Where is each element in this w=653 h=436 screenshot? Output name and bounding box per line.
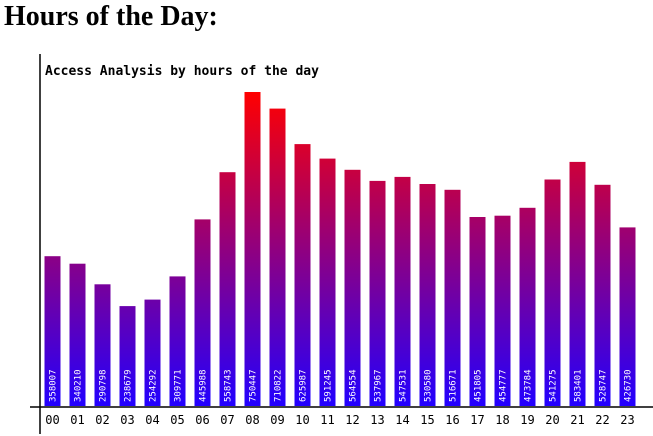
x-tick-label-05: 05 [170, 413, 184, 427]
bar-hour-18 [494, 215, 511, 406]
bar-value-label-11: 591245 [324, 369, 334, 402]
bar-hour-10 [294, 144, 311, 406]
x-tick-label-11: 11 [320, 413, 334, 427]
chart-area: Access Analysis by hours of the day 3580… [0, 46, 653, 436]
x-tick-label-23: 23 [620, 413, 634, 427]
x-tick-label-10: 10 [295, 413, 309, 427]
bar-hour-11 [319, 158, 336, 406]
bar-value-label-14: 547531 [399, 369, 409, 402]
bar-hour-13 [369, 180, 386, 406]
x-tick-label-03: 03 [120, 413, 134, 427]
bar-value-label-15: 530580 [424, 369, 434, 402]
x-tick-label-21: 21 [570, 413, 584, 427]
bar-hour-02 [94, 284, 111, 406]
bar-hour-19 [519, 207, 536, 406]
x-tick-label-22: 22 [595, 413, 609, 427]
bar-hour-08 [244, 92, 261, 406]
hourly-access-bar-chart: Access Analysis by hours of the day 3580… [30, 54, 653, 434]
x-tick-label-13: 13 [370, 413, 384, 427]
bars-group: 358007 340210 290798 238679 254292 309771 4459… [44, 92, 636, 406]
bar-hour-09 [269, 108, 286, 406]
x-tick-label-17: 17 [470, 413, 484, 427]
x-tick-label-12: 12 [345, 413, 359, 427]
bar-hour-05 [169, 276, 186, 406]
x-tick-label-02: 02 [95, 413, 109, 427]
bar-hour-06 [194, 219, 211, 406]
bar-hour-21 [569, 161, 586, 406]
bar-hour-17 [469, 217, 486, 406]
bar-value-label-08: 750447 [249, 369, 259, 402]
bar-value-label-12: 564554 [349, 369, 359, 402]
x-tick-label-00: 00 [45, 413, 59, 427]
bar-value-label-16: 516671 [449, 369, 459, 402]
bar-value-label-19: 473784 [524, 369, 534, 402]
bar-value-label-22: 528747 [599, 369, 609, 402]
bar-value-label-05: 309771 [174, 369, 184, 402]
page-heading: Hours of the Day: [4, 1, 218, 32]
bar-hour-16 [444, 189, 461, 406]
bar-hour-00 [44, 256, 61, 406]
x-tick-label-07: 07 [220, 413, 234, 427]
x-tick-label-15: 15 [420, 413, 434, 427]
bar-value-label-23: 426730 [624, 369, 634, 402]
bar-value-label-20: 541275 [549, 369, 559, 402]
bar-hour-03 [119, 306, 136, 406]
bar-value-label-04: 254292 [149, 369, 159, 402]
bar-value-label-10: 625987 [299, 369, 309, 402]
bar-value-label-03: 238679 [124, 369, 134, 402]
x-tick-label-04: 04 [145, 413, 159, 427]
bar-value-label-00: 358007 [49, 369, 59, 402]
bar-hour-20 [544, 179, 561, 406]
bar-hour-01 [69, 263, 86, 406]
x-tick-label-14: 14 [395, 413, 409, 427]
bar-hour-12 [344, 169, 361, 406]
x-tick-label-19: 19 [520, 413, 534, 427]
x-tick-label-18: 18 [495, 413, 509, 427]
bar-value-label-13: 537967 [374, 369, 384, 402]
bar-value-label-09: 710822 [274, 369, 284, 402]
x-tick-label-01: 01 [70, 413, 84, 427]
bar-value-label-07: 558743 [224, 369, 234, 402]
bar-hour-15 [419, 184, 436, 406]
x-tick-label-09: 09 [270, 413, 284, 427]
x-tick-label-08: 08 [245, 413, 259, 427]
bar-value-label-21: 583401 [574, 369, 584, 402]
x-tick-labels: 00 01 02 03 04 05 06 07 08 09 10 11 12 13 14 15 16 17 18 19… [45, 413, 634, 427]
bar-hour-04 [144, 299, 161, 406]
bar-value-label-06: 445988 [199, 369, 209, 402]
bar-value-label-18: 454777 [499, 369, 509, 402]
x-tick-label-16: 16 [445, 413, 459, 427]
bar-hour-07 [219, 172, 236, 406]
bar-value-label-02: 290798 [99, 369, 109, 402]
x-tick-label-06: 06 [195, 413, 209, 427]
chart-title: Access Analysis by hours of the day [45, 64, 319, 79]
bar-hour-14 [394, 176, 411, 406]
bar-hour-22 [594, 184, 611, 406]
bar-value-label-17: 451805 [474, 369, 484, 402]
bar-hour-23 [619, 227, 636, 406]
x-tick-label-20: 20 [545, 413, 559, 427]
bar-value-label-01: 340210 [74, 369, 84, 402]
